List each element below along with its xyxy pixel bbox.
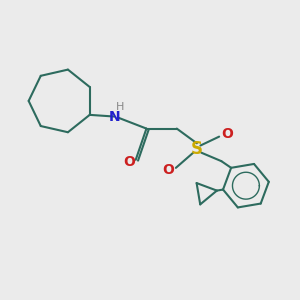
Text: O: O bbox=[162, 163, 174, 177]
Text: H: H bbox=[116, 102, 124, 112]
Text: O: O bbox=[221, 127, 233, 141]
Text: N: N bbox=[109, 110, 120, 124]
Text: S: S bbox=[191, 140, 203, 158]
Text: O: O bbox=[123, 155, 135, 169]
